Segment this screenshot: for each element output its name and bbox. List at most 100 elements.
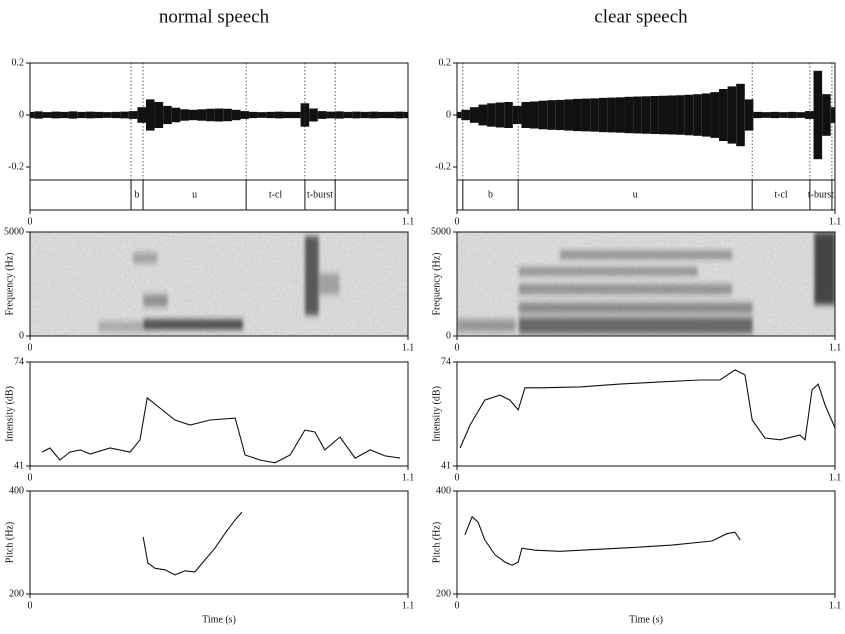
waveform-segment	[128, 111, 138, 119]
waveform-segment	[377, 111, 387, 119]
waveform-segment	[701, 93, 711, 137]
waveform-segment	[779, 112, 788, 118]
waveform-segment	[274, 111, 284, 119]
waveform-segment	[300, 103, 310, 127]
y-axis-label: Frequency (Hz)	[4, 252, 15, 315]
y-axis-label: Intensity (dB)	[4, 386, 15, 442]
waveform-segment	[512, 105, 522, 125]
y-tick-label: -0.2	[435, 161, 451, 172]
interval-label: t-burst	[808, 189, 834, 200]
waveform-segment	[787, 111, 797, 119]
chart-title: clear speech	[594, 6, 688, 27]
waveform-segment	[804, 111, 814, 119]
waveform-segment	[163, 105, 172, 125]
waveform-segment	[188, 109, 198, 121]
panel-frame	[29, 361, 409, 467]
waveform-segment	[555, 99, 565, 131]
formant-band	[304, 236, 319, 316]
x-tick-label: 1.1	[829, 216, 842, 227]
plot-area	[30, 99, 408, 131]
waveform-segment	[719, 89, 728, 141]
x-tick-label: 0	[28, 216, 33, 227]
waveform-segment	[658, 95, 668, 135]
interval-label: t-cl	[269, 189, 283, 200]
y-tick-label: -0.2	[8, 161, 24, 172]
waveform-segment	[521, 102, 531, 128]
formant-band	[518, 302, 753, 314]
interval-label: u	[192, 189, 197, 200]
y-tick-label: 5000	[4, 226, 24, 237]
formant-band	[518, 284, 732, 295]
x-tick-label: 1.1	[402, 600, 415, 611]
panel: 0 5000 0 1.1 Frequency (Hz)	[4, 226, 414, 353]
interval-label: b	[488, 189, 493, 200]
panel-frame	[456, 231, 836, 337]
waveform-segment	[495, 102, 505, 128]
waveform-segment	[547, 100, 556, 130]
waveform-segment	[369, 111, 378, 119]
data-line	[464, 515, 741, 566]
waveform-segment	[386, 111, 396, 119]
data-line	[459, 369, 835, 449]
data-line	[41, 396, 401, 464]
formant-band	[143, 294, 168, 307]
y-tick-label: 41	[441, 460, 451, 471]
x-tick-label: 0	[455, 216, 460, 227]
waveform-segment	[650, 96, 659, 134]
y-tick-label: 0	[19, 109, 24, 120]
formant-band	[518, 317, 753, 334]
waveform-segment	[352, 111, 361, 119]
waveform-segment	[145, 99, 155, 131]
interval-label: u	[633, 189, 638, 200]
waveform-segment	[607, 97, 616, 133]
x-tick-label: 0	[455, 472, 460, 483]
waveform-segment	[641, 96, 651, 134]
x-tick-label: 1.1	[829, 342, 842, 353]
data-line	[142, 511, 243, 576]
waveform-segment	[753, 111, 762, 119]
waveform-segment	[744, 99, 754, 131]
waveform-segment	[257, 112, 267, 118]
plot-area	[464, 515, 741, 566]
y-tick-label: 0.2	[439, 57, 452, 68]
y-axis-label: Pitch (Hz)	[431, 522, 442, 563]
waveform-segment	[206, 108, 215, 122]
waveform-segment	[137, 107, 146, 123]
waveform-segment	[504, 102, 513, 128]
y-tick-label: 0	[446, 330, 451, 341]
waveform-segment	[590, 98, 599, 132]
waveform-segment	[487, 103, 496, 127]
x-tick-label: 0	[28, 600, 33, 611]
waveform-segment	[693, 94, 702, 136]
y-tick-label: 0	[446, 109, 451, 120]
waveform-segment	[598, 97, 608, 133]
x-tick-label: 0	[28, 342, 33, 353]
waveform-segment	[120, 111, 129, 119]
waveform-segment	[317, 111, 327, 119]
y-axis-label: Intensity (dB)	[431, 386, 442, 442]
formant-band	[98, 321, 144, 332]
plot-area	[457, 70, 835, 160]
panel-frame	[29, 490, 409, 595]
x-axis-label: Time (s)	[202, 614, 236, 625]
waveform-segment	[326, 111, 335, 119]
waveform-segment	[403, 111, 408, 119]
y-tick-label: 200	[9, 588, 24, 599]
waveform-segment	[231, 109, 241, 121]
y-tick-label: 74	[441, 356, 451, 367]
y-tick-label: 200	[436, 588, 451, 599]
y-tick-label: 5000	[431, 226, 451, 237]
waveform-segment	[822, 94, 831, 136]
waveform-segment	[830, 107, 835, 123]
waveform-segment	[154, 102, 164, 128]
waveform-segment	[572, 98, 582, 132]
waveform-segment	[68, 111, 78, 119]
waveform-segment	[292, 111, 301, 119]
waveform-segment	[334, 111, 344, 119]
panel-frame	[456, 62, 836, 211]
waveform-segment	[223, 108, 232, 122]
waveform-segment	[111, 111, 121, 119]
waveform-segment	[469, 107, 479, 123]
panel: b u t-cl t-burst 0.2 0 -0.2 0 1.1 normal speech	[8, 6, 414, 227]
plot-area	[457, 232, 835, 336]
